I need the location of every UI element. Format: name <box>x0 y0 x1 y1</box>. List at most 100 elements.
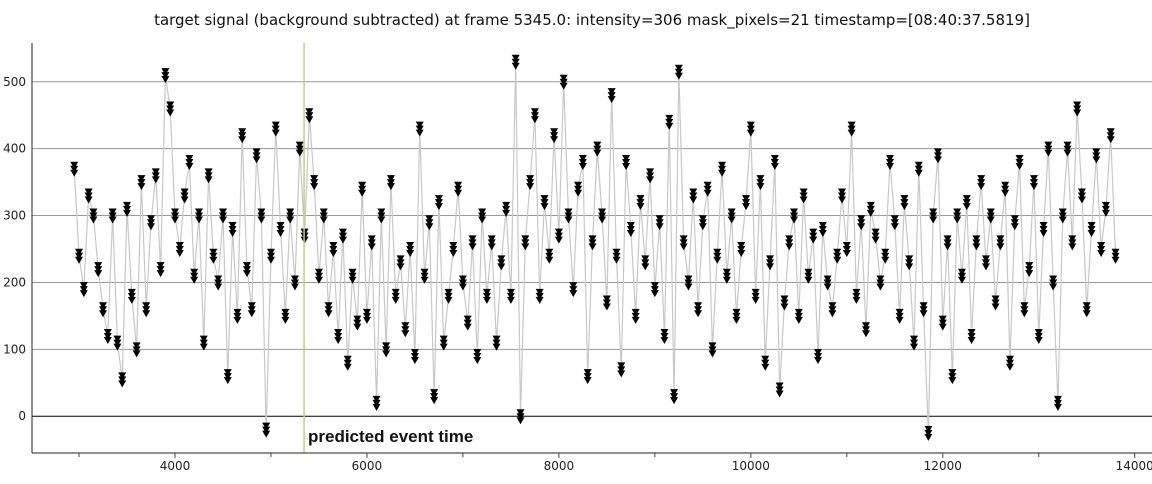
data-point-marker <box>775 390 784 398</box>
data-point-marker <box>554 232 563 240</box>
data-point-marker <box>933 152 942 160</box>
data-point-marker <box>372 399 381 407</box>
data-point-marker <box>1010 215 1019 223</box>
x-tick-label: 4000 <box>160 459 191 473</box>
data-point-marker <box>137 179 146 187</box>
data-point-marker <box>214 279 223 287</box>
data-point-marker <box>410 349 419 357</box>
data-point-marker <box>127 288 136 296</box>
data-point-marker <box>1073 105 1082 113</box>
data-point-marker <box>718 161 727 169</box>
data-point-marker <box>271 125 280 133</box>
y-tick-label: 0 <box>18 409 26 423</box>
data-point-marker <box>209 252 218 260</box>
data-point-marker <box>569 286 578 294</box>
data-point-marker <box>478 208 487 216</box>
data-point-marker <box>70 169 79 177</box>
data-point-marker <box>386 179 395 187</box>
data-point-marker <box>718 165 727 173</box>
data-point-marker <box>914 169 923 177</box>
data-point-marker <box>991 295 1000 303</box>
data-point-marker <box>727 216 736 224</box>
data-point-marker <box>948 369 957 377</box>
data-point-marker <box>199 343 208 351</box>
data-point-marker <box>506 288 515 296</box>
data-point-marker <box>876 283 885 291</box>
data-point-marker <box>425 223 434 231</box>
data-point-marker <box>238 128 247 136</box>
data-point-marker <box>75 252 84 260</box>
data-point-marker <box>252 148 261 156</box>
data-point-marker <box>938 323 947 331</box>
data-point-marker <box>842 246 851 254</box>
data-point-marker <box>977 179 986 187</box>
data-point-marker <box>1077 192 1086 200</box>
data-point-marker <box>1058 212 1067 220</box>
data-point-marker <box>310 183 319 191</box>
data-point-marker <box>545 256 554 264</box>
data-point-marker <box>1111 256 1120 264</box>
data-point-marker <box>372 403 381 411</box>
data-point-marker <box>1087 221 1096 229</box>
data-point-marker <box>132 342 141 350</box>
data-point-marker <box>79 290 88 298</box>
data-point-marker <box>118 376 127 384</box>
data-point-marker <box>314 276 323 284</box>
data-point-marker <box>391 292 400 300</box>
data-point-marker <box>914 165 923 173</box>
data-point-marker <box>406 246 415 254</box>
data-point-marker <box>334 332 343 340</box>
data-point-marker <box>583 373 592 381</box>
data-point-marker <box>833 248 842 256</box>
data-point-marker <box>314 272 323 280</box>
data-point-marker <box>156 262 165 270</box>
data-point-marker <box>94 262 103 270</box>
data-point-marker <box>698 219 707 227</box>
data-point-marker <box>895 316 904 324</box>
data-point-marker <box>598 212 607 220</box>
data-point-marker <box>276 225 285 233</box>
data-point-marker <box>156 266 165 274</box>
data-point-marker <box>991 303 1000 311</box>
data-point-marker <box>185 159 194 167</box>
data-point-marker <box>670 389 679 397</box>
data-point-marker <box>790 212 799 220</box>
data-point-marker <box>612 248 621 256</box>
data-point-marker <box>1049 279 1058 287</box>
data-point-marker <box>694 310 703 318</box>
data-point-marker <box>338 232 347 240</box>
data-point-marker <box>290 283 299 291</box>
data-point-marker <box>185 163 194 171</box>
data-point-marker <box>775 386 784 394</box>
data-point-marker <box>933 156 942 164</box>
data-point-marker <box>463 315 472 323</box>
data-point-marker <box>204 172 213 180</box>
data-point-marker <box>684 283 693 291</box>
data-point-marker <box>353 323 362 331</box>
data-point-marker <box>1039 229 1048 237</box>
data-point-marker <box>766 255 775 263</box>
data-point-marker <box>180 196 189 204</box>
data-point-marker <box>986 208 995 216</box>
data-point-marker <box>895 312 904 320</box>
data-point-marker <box>266 248 275 256</box>
data-point-marker <box>1058 208 1067 216</box>
data-point-marker <box>981 263 990 271</box>
data-point-marker <box>790 216 799 224</box>
data-point-marker <box>823 275 832 283</box>
data-point-marker <box>526 183 535 191</box>
event-label: predicted event time <box>308 427 473 446</box>
data-point-marker <box>703 185 712 193</box>
y-tick-label: 400 <box>3 142 26 156</box>
data-point-marker <box>746 125 755 133</box>
data-point-marker <box>924 433 933 441</box>
data-point-marker <box>593 149 602 157</box>
data-point-marker <box>175 250 184 258</box>
data-point-marker <box>262 422 271 430</box>
data-point-marker <box>281 316 290 324</box>
data-point-marker <box>108 212 117 220</box>
data-point-marker <box>818 221 827 229</box>
data-point-marker <box>862 322 871 330</box>
data-point-marker <box>118 372 127 380</box>
